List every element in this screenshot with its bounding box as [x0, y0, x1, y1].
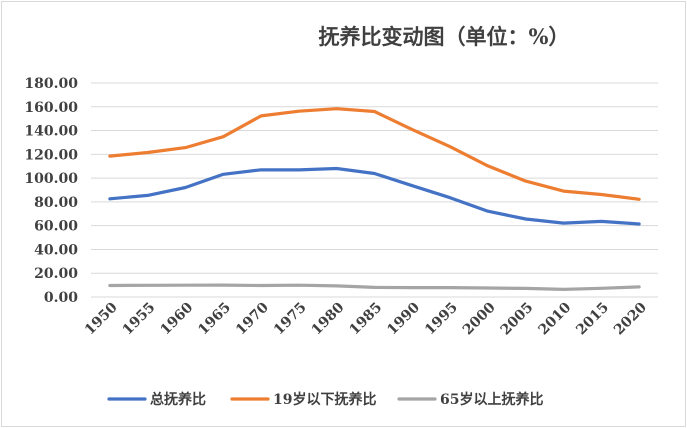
- x-tick-label: 2000: [460, 299, 499, 338]
- y-tick-label: 20.00: [34, 266, 78, 282]
- y-tick-label: 0.00: [44, 290, 78, 306]
- y-tick-label: 40.00: [34, 242, 78, 258]
- series-line-1: [108, 107, 641, 201]
- x-tick-label: 1980: [309, 299, 348, 338]
- y-tick-label: 60.00: [34, 219, 78, 235]
- x-tick-label: 1985: [346, 300, 385, 339]
- x-tick-label: 1995: [422, 300, 461, 339]
- y-tick-label: 80.00: [34, 195, 78, 211]
- series-line-0: [108, 166, 641, 226]
- legend-label-1: 19岁以下抚养比: [273, 391, 376, 408]
- y-tick-label: 160.00: [24, 100, 78, 116]
- y-tick-label: 120.00: [24, 147, 78, 163]
- x-axis-ticks: 1950195519601965197019751980198519901995…: [82, 299, 650, 338]
- x-tick-label: 1950: [82, 299, 121, 338]
- gridlines: [91, 82, 658, 298]
- chart-title: 抚养比变动图（单位：%）: [319, 24, 570, 49]
- series-lines: [108, 107, 641, 291]
- series-line-2: [108, 283, 641, 291]
- y-tick-label: 180.00: [24, 76, 78, 92]
- x-tick-label: 1960: [157, 299, 196, 338]
- legend-label-2: 65岁以上抚养比: [440, 391, 543, 408]
- x-tick-label: 2005: [498, 300, 537, 339]
- y-axis-ticks: 0.00 20.00 40.00 60.00 80.00 100.00 120.00 140.…: [24, 76, 78, 306]
- x-tick-label: 1990: [384, 299, 423, 338]
- x-tick-label: 1975: [271, 300, 310, 339]
- x-tick-label: 1965: [195, 300, 234, 339]
- x-tick-label: 1970: [233, 299, 272, 338]
- y-tick-label: 100.00: [24, 171, 78, 187]
- legend: 总抚养比 19岁以下抚养比 65岁以上抚养比: [107, 391, 543, 408]
- x-tick-label: 2020: [611, 299, 650, 338]
- x-tick-label: 1955: [120, 300, 159, 339]
- y-tick-label: 140.00: [24, 124, 78, 140]
- x-tick-label: 2010: [535, 299, 574, 338]
- legend-label-0: 总抚养比: [150, 391, 206, 408]
- x-tick-label: 2015: [573, 300, 612, 339]
